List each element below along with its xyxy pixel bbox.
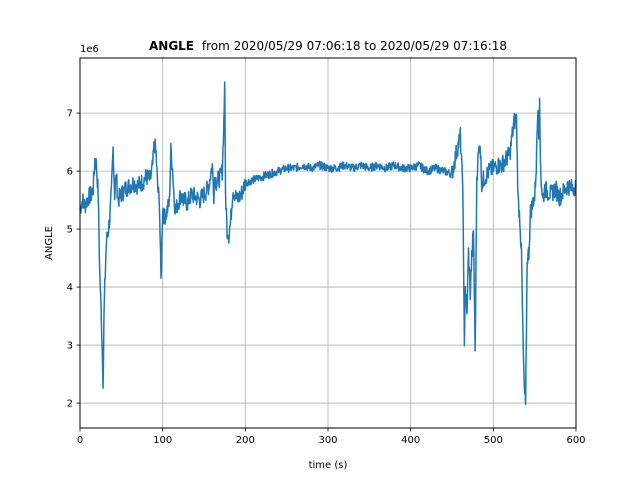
x-axis-label: time (s): [309, 460, 348, 471]
x-tick-label: 600: [566, 435, 585, 446]
x-tick-label: 300: [318, 435, 337, 446]
y-axis-offset-label: 1e6: [80, 44, 99, 55]
chart-title-bold: ANGLE: [149, 39, 194, 53]
x-tick-label: 400: [401, 435, 420, 446]
x-axis-ticks: 0 100 200 300 400 500 600: [77, 428, 586, 446]
chart-title-rest: from 2020/05/29 07:06:18 to 2020/05/29 0…: [202, 39, 507, 53]
y-tick-label: 5: [67, 225, 73, 236]
y-axis-ticks: 2 3 4 5 6 7: [67, 109, 80, 410]
series-line-layer: [79, 81, 577, 406]
series-line: [79, 81, 577, 406]
y-tick-label: 6: [67, 167, 73, 178]
y-tick-label: 7: [67, 109, 73, 120]
x-tick-label: 500: [484, 435, 503, 446]
y-tick-label: 2: [67, 399, 73, 410]
x-tick-label: 0: [77, 435, 83, 446]
y-tick-label: 4: [67, 283, 73, 294]
y-axis-label: ANGLE: [44, 226, 55, 260]
y-tick-label: 3: [67, 341, 73, 352]
chart-title: ANGLE from 2020/05/29 07:06:18 to 2020/0…: [149, 39, 507, 53]
x-tick-label: 200: [236, 435, 255, 446]
x-tick-label: 100: [153, 435, 172, 446]
